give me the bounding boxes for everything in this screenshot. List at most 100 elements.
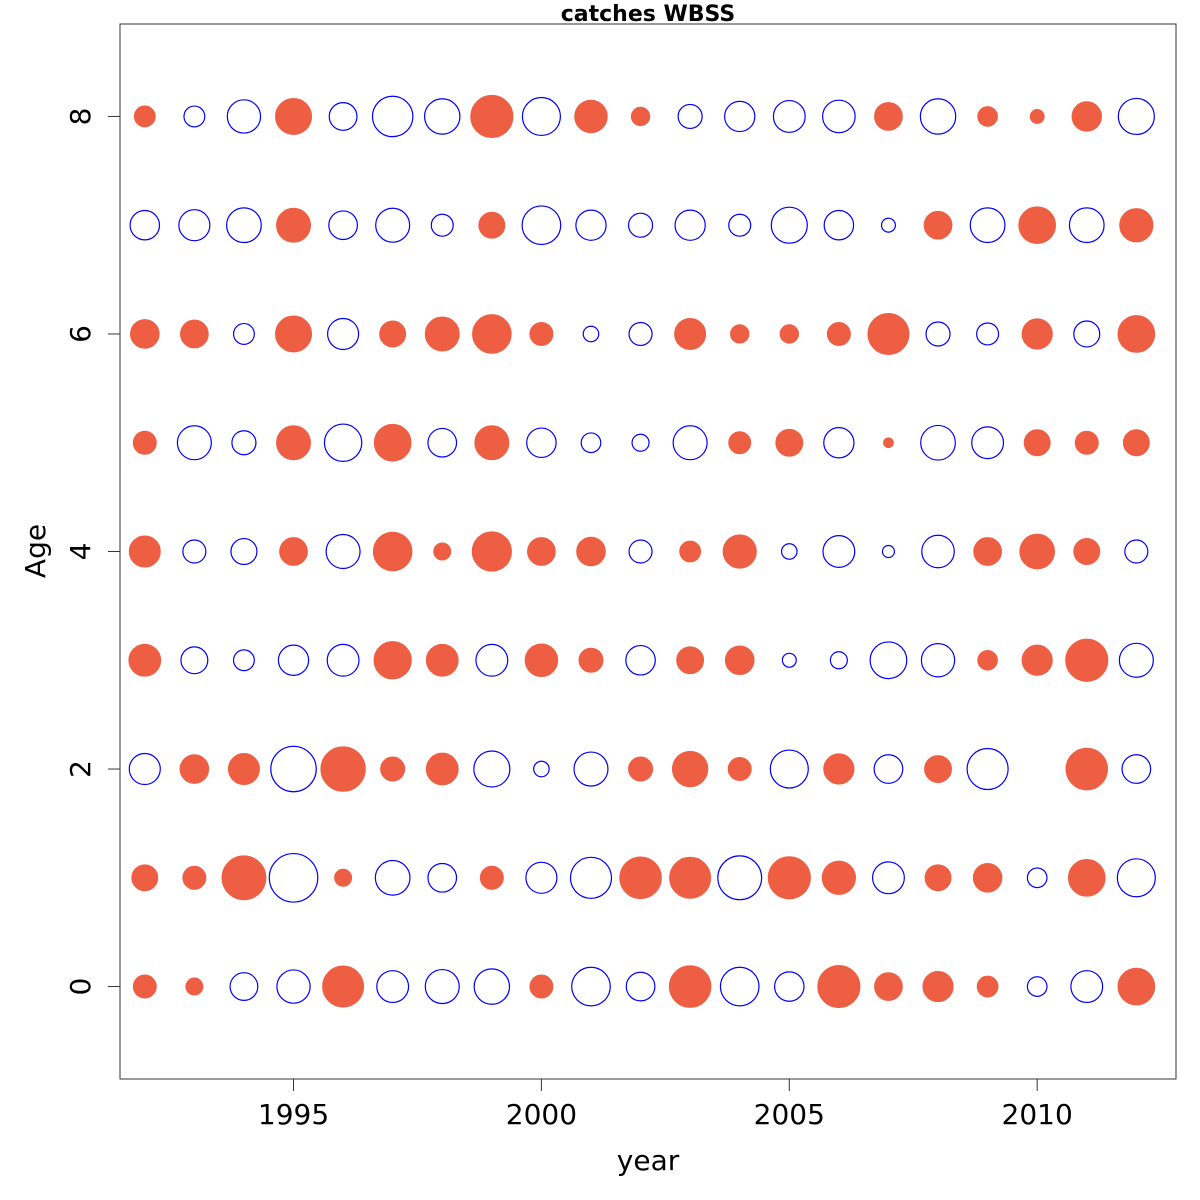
bubble-2010-age-8 bbox=[1029, 109, 1045, 124]
bubble-2009-age-0 bbox=[976, 975, 999, 998]
bubble-1997-age-3 bbox=[373, 641, 412, 680]
bubble-2000-age-0 bbox=[529, 974, 554, 999]
bubble-2002-age-7 bbox=[627, 212, 654, 238]
bubble-1994-age-1 bbox=[221, 855, 267, 901]
bubble-2007-age-5 bbox=[883, 437, 894, 449]
bubble-1992-age-0 bbox=[132, 974, 157, 999]
bubble-1994-age-0 bbox=[229, 972, 259, 1002]
bubble-1992-age-1 bbox=[131, 864, 159, 892]
bubble-1995-age-1 bbox=[268, 852, 319, 903]
bubble-2012-age-8 bbox=[1117, 97, 1155, 136]
x-axis-label: year bbox=[617, 1144, 680, 1177]
bubble-1995-age-0 bbox=[276, 969, 311, 1004]
bubble-2004-age-8 bbox=[724, 100, 756, 133]
bubble-2005-age-0 bbox=[773, 971, 805, 1002]
bubble-2009-age-5 bbox=[971, 426, 1005, 460]
bubble-1999-age-3 bbox=[475, 643, 509, 677]
bubble-2004-age-2 bbox=[727, 757, 752, 782]
bubble-2009-age-1 bbox=[972, 863, 1003, 893]
bubble-1997-age-0 bbox=[376, 970, 410, 1004]
bubble-2005-age-1 bbox=[767, 856, 811, 900]
bubble-1993-age-5 bbox=[176, 425, 212, 461]
bubble-2005-age-3 bbox=[781, 652, 797, 668]
bubble-2002-age-8 bbox=[630, 106, 651, 127]
bubble-2005-age-4 bbox=[780, 543, 798, 560]
bubble-1997-age-2 bbox=[380, 756, 406, 782]
bubble-2003-age-5 bbox=[672, 425, 708, 461]
bubble-2012-age-6 bbox=[1117, 315, 1156, 353]
bubble-2006-age-2 bbox=[823, 753, 855, 785]
bubble-2005-age-6 bbox=[779, 324, 799, 344]
plot-frame bbox=[119, 23, 1177, 1080]
bubble-2000-age-8 bbox=[521, 96, 561, 137]
bubble-2003-age-8 bbox=[677, 103, 703, 130]
bubble-1995-age-2 bbox=[270, 745, 317, 793]
bubble-2012-age-7 bbox=[1119, 208, 1154, 243]
bubble-2003-age-7 bbox=[674, 209, 706, 241]
bubble-1996-age-2 bbox=[320, 746, 366, 792]
bubble-2012-age-3 bbox=[1118, 642, 1154, 678]
bubble-1992-age-5 bbox=[132, 430, 157, 455]
bubble-2003-age-0 bbox=[668, 965, 712, 1008]
bubble-2009-age-7 bbox=[969, 207, 1006, 244]
bubble-2008-age-8 bbox=[919, 98, 957, 135]
bubble-1997-age-8 bbox=[371, 95, 414, 138]
bubble-2001-age-6 bbox=[582, 325, 600, 343]
bubble-2005-age-5 bbox=[775, 428, 804, 457]
bubble-1993-age-3 bbox=[180, 646, 209, 675]
bubble-2006-age-7 bbox=[823, 209, 855, 241]
bubble-2001-age-0 bbox=[571, 966, 611, 1007]
bubble-1997-age-5 bbox=[373, 423, 412, 462]
bubble-1999-age-4 bbox=[471, 531, 512, 572]
bubble-2012-age-1 bbox=[1116, 858, 1156, 898]
bubble-2001-age-1 bbox=[569, 856, 613, 899]
bubble-1993-age-2 bbox=[179, 754, 210, 784]
bubble-2011-age-0 bbox=[1070, 970, 1104, 1004]
bubble-2001-age-4 bbox=[576, 536, 606, 567]
bubble-2008-age-7 bbox=[923, 210, 953, 240]
bubble-2007-age-7 bbox=[880, 217, 896, 233]
x-tick-label-2005: 2005 bbox=[754, 1098, 825, 1131]
bubble-1994-age-7 bbox=[226, 207, 262, 244]
bubble-1995-age-8 bbox=[275, 97, 313, 135]
bubble-2006-age-0 bbox=[817, 964, 861, 1009]
bubble-1998-age-3 bbox=[425, 643, 459, 677]
bubble-2001-age-8 bbox=[574, 99, 608, 134]
x-tick-label-2010: 2010 bbox=[1002, 1098, 1073, 1131]
y-tick-label-0: 0 bbox=[64, 978, 97, 996]
bubble-1994-age-6 bbox=[232, 322, 255, 345]
bubble-1999-age-8 bbox=[470, 94, 514, 139]
bubble-2011-age-6 bbox=[1073, 320, 1101, 348]
bubble-2011-age-8 bbox=[1071, 101, 1102, 132]
bubble-2007-age-1 bbox=[871, 861, 905, 895]
bubble-2007-age-4 bbox=[881, 544, 896, 559]
bubble-2002-age-5 bbox=[631, 433, 650, 452]
bubbles-layer bbox=[128, 94, 1156, 1009]
bubble-1999-age-1 bbox=[479, 865, 504, 890]
bubble-1999-age-0 bbox=[473, 968, 511, 1005]
bubble-2000-age-5 bbox=[526, 427, 557, 459]
bubble-1995-age-6 bbox=[275, 315, 313, 353]
y-tick-label-6: 6 bbox=[64, 325, 97, 343]
bubble-1998-age-1 bbox=[427, 862, 458, 893]
bubble-2010-age-0 bbox=[1026, 976, 1048, 997]
bubble-1996-age-6 bbox=[327, 317, 360, 351]
bubble-2012-age-0 bbox=[1117, 967, 1156, 1006]
bubble-2008-age-6 bbox=[925, 321, 951, 347]
bubble-2000-age-6 bbox=[529, 321, 554, 346]
bubble-1993-age-0 bbox=[185, 977, 204, 996]
bubble-2000-age-3 bbox=[524, 643, 559, 678]
bubble-1993-age-1 bbox=[182, 865, 207, 890]
bubble-2004-age-1 bbox=[717, 855, 763, 901]
bubble-2002-age-2 bbox=[628, 756, 654, 782]
bubble-1997-age-1 bbox=[374, 859, 411, 896]
bubble-1999-age-5 bbox=[474, 425, 510, 461]
bubble-1992-age-6 bbox=[130, 319, 160, 349]
bubble-1994-age-5 bbox=[231, 430, 257, 456]
bubble-1992-age-2 bbox=[128, 752, 161, 786]
bubble-2001-age-3 bbox=[578, 647, 604, 673]
bubble-2010-age-6 bbox=[1021, 318, 1053, 350]
bubble-2008-age-4 bbox=[921, 534, 955, 569]
bubble-1998-age-6 bbox=[424, 316, 460, 352]
